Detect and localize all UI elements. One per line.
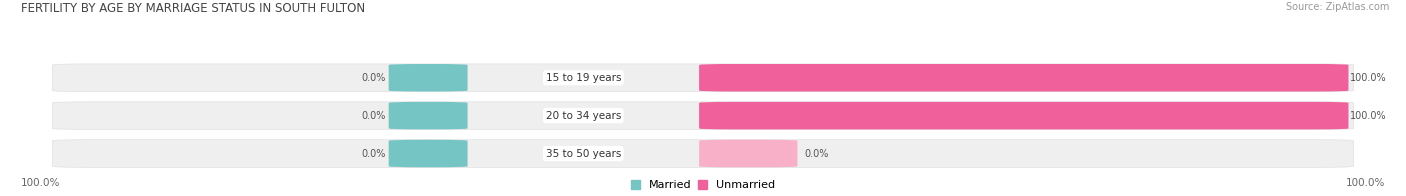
Text: Source: ZipAtlas.com: Source: ZipAtlas.com [1285, 2, 1389, 12]
FancyBboxPatch shape [388, 64, 468, 92]
Text: 0.0%: 0.0% [361, 149, 387, 159]
FancyBboxPatch shape [52, 140, 1354, 167]
FancyBboxPatch shape [699, 140, 797, 167]
Text: 0.0%: 0.0% [804, 149, 828, 159]
Text: 0.0%: 0.0% [361, 111, 387, 121]
Text: 100.0%: 100.0% [21, 178, 60, 188]
Text: 0.0%: 0.0% [361, 73, 387, 83]
FancyBboxPatch shape [52, 102, 1354, 130]
FancyBboxPatch shape [388, 140, 468, 167]
Text: 15 to 19 years: 15 to 19 years [546, 73, 621, 83]
Text: 35 to 50 years: 35 to 50 years [546, 149, 621, 159]
FancyBboxPatch shape [699, 102, 1348, 129]
Text: FERTILITY BY AGE BY MARRIAGE STATUS IN SOUTH FULTON: FERTILITY BY AGE BY MARRIAGE STATUS IN S… [21, 2, 366, 15]
Text: 100.0%: 100.0% [1350, 111, 1386, 121]
Text: 20 to 34 years: 20 to 34 years [546, 111, 621, 121]
FancyBboxPatch shape [388, 102, 468, 129]
Text: 100.0%: 100.0% [1346, 178, 1385, 188]
FancyBboxPatch shape [699, 64, 1348, 92]
Text: 100.0%: 100.0% [1350, 73, 1386, 83]
Legend: Married, Unmarried: Married, Unmarried [631, 180, 775, 191]
FancyBboxPatch shape [52, 64, 1354, 92]
